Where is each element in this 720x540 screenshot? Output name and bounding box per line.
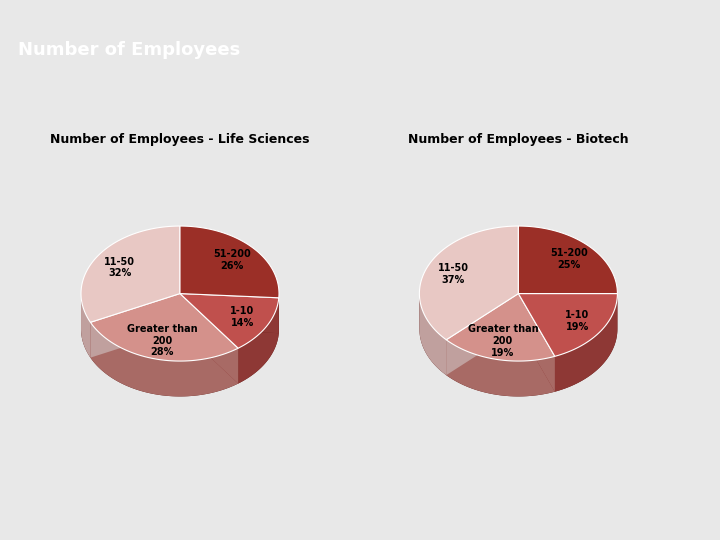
Polygon shape: [91, 322, 238, 396]
Text: Greater than
200
28%: Greater than 200 28%: [127, 324, 197, 357]
Polygon shape: [238, 298, 279, 383]
Text: 51-200
25%: 51-200 25%: [550, 248, 588, 270]
Polygon shape: [518, 226, 618, 294]
Polygon shape: [180, 294, 238, 383]
Polygon shape: [446, 294, 555, 361]
Polygon shape: [555, 294, 618, 392]
Polygon shape: [446, 294, 518, 375]
Polygon shape: [446, 340, 555, 396]
Polygon shape: [420, 294, 446, 375]
Polygon shape: [518, 294, 555, 392]
Polygon shape: [81, 294, 279, 396]
Text: Number of Employees - Life Sciences: Number of Employees - Life Sciences: [50, 133, 310, 146]
Text: Number of Employees - Biotech: Number of Employees - Biotech: [408, 133, 629, 146]
Polygon shape: [91, 294, 238, 361]
Text: 1-10
14%: 1-10 14%: [230, 306, 255, 328]
Polygon shape: [81, 226, 180, 322]
Text: 1-10
19%: 1-10 19%: [565, 310, 590, 332]
Text: 11-50
32%: 11-50 32%: [104, 256, 135, 278]
Polygon shape: [518, 294, 555, 392]
Polygon shape: [180, 226, 279, 298]
Polygon shape: [180, 294, 279, 333]
Polygon shape: [81, 294, 91, 357]
Polygon shape: [180, 294, 279, 333]
Polygon shape: [518, 294, 618, 356]
Text: Greater than
200
19%: Greater than 200 19%: [467, 325, 538, 357]
Text: 11-50
37%: 11-50 37%: [438, 264, 469, 285]
Polygon shape: [446, 294, 518, 375]
Text: 51-200
26%: 51-200 26%: [213, 249, 251, 271]
Polygon shape: [91, 294, 180, 357]
Polygon shape: [180, 294, 279, 348]
Polygon shape: [420, 226, 518, 340]
Polygon shape: [180, 294, 238, 383]
Text: Number of Employees: Number of Employees: [18, 40, 240, 58]
Polygon shape: [419, 294, 618, 396]
Polygon shape: [91, 294, 180, 357]
